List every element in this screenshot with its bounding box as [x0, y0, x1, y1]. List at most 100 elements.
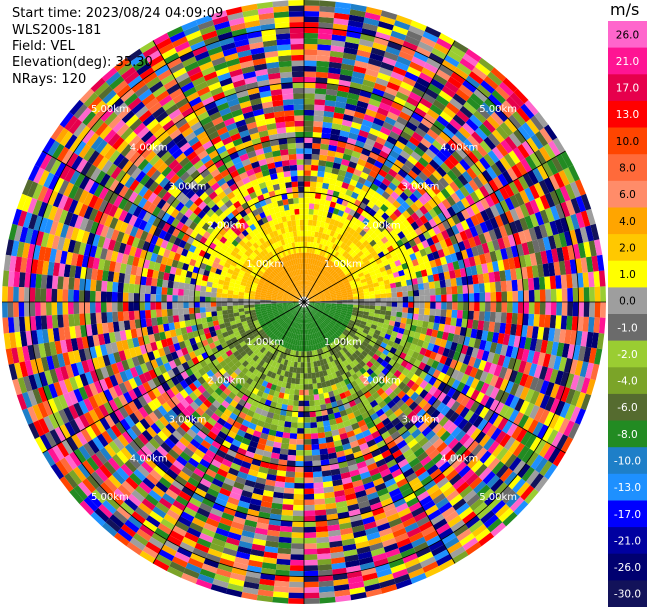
velocity-cell: [411, 278, 418, 285]
velocity-cell: [525, 118, 540, 135]
velocity-cell: [315, 525, 329, 533]
velocity-cell: [117, 311, 124, 322]
velocity-cell: [366, 63, 381, 73]
velocity-cell: [291, 186, 299, 193]
velocity-cell: [289, 388, 295, 395]
velocity-cell: [304, 241, 308, 248]
velocity-cell: [334, 106, 346, 114]
velocity-cell: [332, 190, 340, 198]
velocity-cell: [482, 119, 496, 133]
velocity-cell: [518, 175, 530, 190]
velocity-cell: [304, 109, 315, 116]
velocity-cell: [282, 498, 294, 505]
velocity-cell: [330, 255, 337, 262]
velocity-cell: [358, 295, 365, 300]
velocity-cell: [348, 132, 359, 141]
velocity-cell: [283, 204, 290, 211]
velocity-cell: [275, 166, 284, 174]
velocity-cell: [299, 285, 302, 292]
velocity-cell: [340, 275, 347, 280]
velocity-cell: [346, 274, 353, 280]
velocity-cell: [313, 294, 319, 298]
velocity-cell: [326, 189, 334, 196]
velocity-cell: [455, 189, 466, 201]
velocity-cell: [525, 155, 537, 171]
velocity-cell: [184, 276, 192, 284]
velocity-cell: [281, 82, 293, 89]
velocity-cell: [161, 309, 168, 317]
velocity-cell: [298, 351, 302, 357]
velocity-cell: [145, 318, 153, 327]
velocity-cell: [346, 264, 353, 270]
velocity-cell: [172, 295, 178, 302]
velocity-cell: [352, 263, 360, 270]
velocity-cell: [474, 160, 487, 173]
velocity-cell: [526, 137, 539, 153]
velocity-cell: [221, 302, 228, 307]
velocity-cell: [345, 246, 352, 253]
velocity-cell: [24, 302, 30, 317]
velocity-cell: [314, 99, 326, 106]
velocity-cell: [305, 274, 307, 281]
velocity-cell: [304, 581, 319, 588]
velocity-cell: [353, 145, 363, 154]
velocity-cell: [292, 87, 304, 94]
velocity-cell: [486, 115, 500, 130]
velocity-cell: [526, 240, 535, 255]
velocity-cell: [347, 291, 353, 296]
velocity-cell: [398, 269, 405, 277]
velocity-cell: [492, 239, 501, 251]
velocity-cell: [291, 242, 296, 249]
velocity-cell: [289, 32, 304, 39]
velocity-cell: [355, 280, 362, 285]
velocity-cell: [466, 97, 481, 111]
velocity-cell: [340, 68, 354, 77]
velocity-cell: [162, 316, 169, 325]
velocity-cell: [279, 143, 288, 151]
velocity-cell: [326, 155, 335, 163]
velocity-cell: [481, 169, 493, 183]
velocity-cell: [299, 384, 304, 390]
velocity-cell: [100, 302, 107, 313]
velocity-cell: [308, 275, 312, 281]
velocity-cell: [407, 284, 414, 292]
velocity-cell: [145, 310, 152, 319]
velocity-cell: [293, 394, 300, 401]
velocity-cell: [426, 267, 433, 276]
velocity-cell: [300, 356, 304, 363]
velocity-cell: [345, 284, 351, 289]
velocity-cell: [362, 22, 378, 32]
velocity-cell: [314, 104, 325, 111]
velocity-cell: [371, 165, 381, 174]
velocity-cell: [45, 302, 52, 316]
velocity-cell: [378, 280, 385, 286]
velocity-cell: [386, 195, 396, 205]
velocity-cell: [306, 356, 311, 363]
velocity-cell: [306, 252, 310, 259]
velocity-cell: [363, 260, 371, 267]
velocity-cell: [317, 553, 331, 560]
velocity-cell: [520, 266, 528, 279]
velocity-cell: [95, 291, 102, 302]
velocity-cell: [357, 272, 365, 278]
velocity-cell: [285, 476, 295, 483]
velocity-cell: [355, 233, 363, 241]
velocity-cell: [475, 144, 488, 157]
velocity-cell: [483, 136, 496, 150]
velocity-cell: [340, 63, 355, 72]
velocity-cell: [491, 89, 506, 104]
velocity-cell: [316, 49, 331, 57]
velocity-cell: [375, 294, 381, 299]
velocity-cell: [441, 59, 457, 72]
velocity-cell: [355, 226, 363, 234]
velocity-cell: [431, 266, 439, 275]
velocity-cell: [319, 249, 324, 256]
velocity-cell: [297, 170, 304, 176]
velocity-cell: [319, 293, 325, 297]
velocity-cell: [352, 230, 360, 238]
velocity-cell: [274, 16, 290, 24]
velocity-cell: [364, 298, 370, 302]
velocity-cell: [468, 179, 479, 192]
velocity-cell: [335, 214, 342, 222]
velocity-cell: [296, 275, 300, 281]
